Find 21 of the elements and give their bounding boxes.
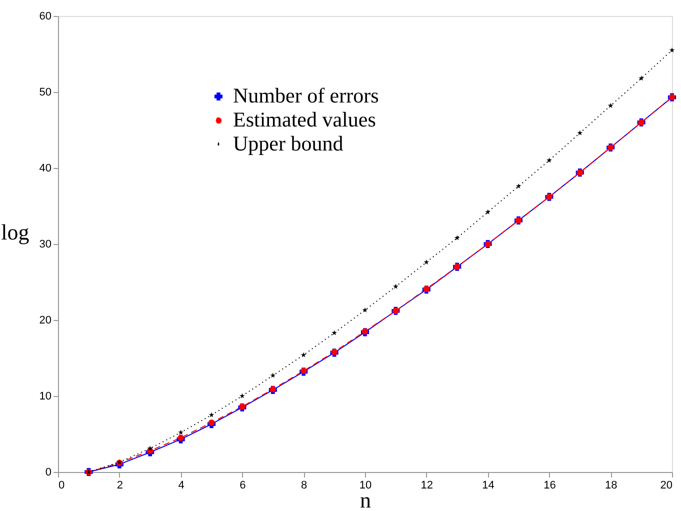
y-tick-label: 40 <box>39 162 52 174</box>
legend-label: Upper bound <box>233 132 344 156</box>
y-axis-title: log <box>1 220 30 244</box>
x-tick-label: 0 <box>58 480 65 492</box>
x-tick-label: 8 <box>301 480 308 492</box>
x-tick-label: 14 <box>482 480 494 492</box>
x-tick-label: 6 <box>240 480 246 492</box>
y-tick-label: 60 <box>39 10 52 22</box>
y-tick-label: 20 <box>39 314 52 326</box>
y-tick-label: 30 <box>39 238 52 250</box>
y-tick-label: 10 <box>39 390 52 402</box>
x-tick-label: 12 <box>420 480 434 492</box>
x-tick-label: 4 <box>178 480 184 492</box>
legend-label: Estimated values <box>233 108 376 132</box>
x-tick-label: 20 <box>660 480 672 492</box>
y-tick-label: 50 <box>39 86 52 98</box>
x-tick-label: 2 <box>116 480 123 492</box>
x-tick-label: 16 <box>544 480 556 492</box>
x-tick-label: 18 <box>604 480 618 492</box>
y-tick-label: 0 <box>45 466 52 478</box>
legend-label: Number of errors <box>233 84 379 108</box>
